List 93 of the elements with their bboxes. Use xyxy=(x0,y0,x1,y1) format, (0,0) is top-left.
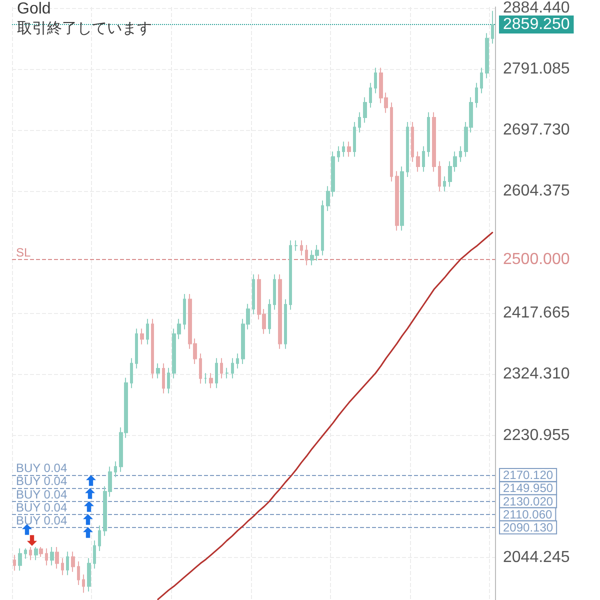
candlestick xyxy=(135,328,138,370)
candlestick xyxy=(459,146,462,162)
candlestick xyxy=(268,298,271,334)
candlestick xyxy=(438,160,441,192)
text: 2130.020 xyxy=(503,494,554,508)
candlestick xyxy=(443,176,446,192)
candlestick xyxy=(34,546,38,561)
text: 2149.950 xyxy=(503,481,554,496)
text: 2859.250 xyxy=(503,16,570,33)
candlestick xyxy=(61,558,64,576)
candlestick xyxy=(369,82,372,108)
candlestick xyxy=(18,548,22,572)
line-series xyxy=(157,232,494,600)
candlestick xyxy=(353,122,356,158)
ref-line-label: BUY 0.04 xyxy=(16,500,68,514)
candlestick xyxy=(209,372,213,389)
candlestick xyxy=(13,554,16,572)
candlestick xyxy=(199,353,202,384)
candlestick xyxy=(284,298,287,350)
candlestick xyxy=(411,122,414,162)
candlestick xyxy=(236,353,239,370)
y-tick-label: 2044.245 xyxy=(503,548,570,566)
candlestick xyxy=(300,240,303,256)
y-tick-label: 2604.375 xyxy=(503,182,570,200)
candlestick xyxy=(29,546,32,561)
candlestick xyxy=(225,367,229,379)
candlestick xyxy=(167,367,170,394)
candlestick xyxy=(146,318,149,345)
candlestick xyxy=(273,274,276,310)
candlestick xyxy=(39,546,43,558)
candlestick xyxy=(491,10,494,44)
candlestick xyxy=(71,551,75,572)
text: 2090.130 xyxy=(503,520,554,534)
candlestick xyxy=(422,146,425,172)
candlestick xyxy=(400,166,404,232)
candlestick xyxy=(363,96,367,124)
candlestick xyxy=(156,362,160,379)
candlestick xyxy=(432,112,436,172)
candlestick xyxy=(337,146,340,162)
candlestick xyxy=(305,244,308,266)
candlestick xyxy=(45,548,48,566)
candlestick xyxy=(98,524,101,552)
ref-line-label: BUY 0.04 xyxy=(16,474,68,488)
text: 2170.120 xyxy=(503,468,554,482)
candlestick xyxy=(87,558,91,592)
y-tick-label: 2884.440 xyxy=(503,0,570,16)
candlestick xyxy=(390,102,393,182)
candlestick xyxy=(427,112,430,158)
y-tick-label: 2417.665 xyxy=(503,304,570,322)
candlestick xyxy=(416,150,420,172)
candlestick xyxy=(475,82,478,108)
candlestick xyxy=(82,574,85,594)
candlestick xyxy=(77,560,80,586)
candlestick xyxy=(347,141,351,158)
y-tick-label: 2697.730 xyxy=(503,122,570,139)
candlestick xyxy=(151,318,154,379)
y-tick-label: 2791.085 xyxy=(503,60,570,78)
text: 2500.000 xyxy=(503,250,570,268)
ref-line-label: SL xyxy=(16,245,32,260)
ref-line-label: BUY 0.04 xyxy=(16,461,68,476)
candlestick xyxy=(278,274,282,350)
candlestick xyxy=(215,358,218,389)
candlestick xyxy=(485,32,489,79)
candlestick xyxy=(480,67,483,94)
candlestick xyxy=(93,540,96,570)
candlestick xyxy=(374,67,377,94)
y-tick-label: 2230.955 xyxy=(503,426,570,444)
candlestick xyxy=(162,362,165,394)
candlestick xyxy=(321,200,324,256)
candlestick xyxy=(406,122,409,178)
candlestick xyxy=(358,112,361,134)
candlestick xyxy=(204,372,207,384)
candlestick xyxy=(231,358,234,379)
candlestick xyxy=(342,141,345,158)
text: 取引終了しています xyxy=(17,20,152,37)
candlestick xyxy=(140,328,144,345)
candlestick xyxy=(55,546,59,570)
candlestick xyxy=(252,274,255,315)
candlestick xyxy=(220,358,223,379)
candlestick xyxy=(24,548,27,560)
candlestick xyxy=(395,170,399,232)
candlestick xyxy=(50,546,54,566)
candlestick xyxy=(289,240,292,310)
candlestick xyxy=(130,358,133,389)
candlestick xyxy=(66,551,69,576)
candlestick xyxy=(114,460,117,478)
ref-line-label: BUY 0.04 xyxy=(16,513,68,528)
ref-line-label: BUY 0.04 xyxy=(16,487,68,502)
text: 2110.060 xyxy=(503,507,552,522)
candlestick xyxy=(183,294,186,330)
chart-title: Gold xyxy=(17,0,51,18)
y-tick-label: 2324.310 xyxy=(503,366,570,383)
candlestick xyxy=(294,240,298,252)
